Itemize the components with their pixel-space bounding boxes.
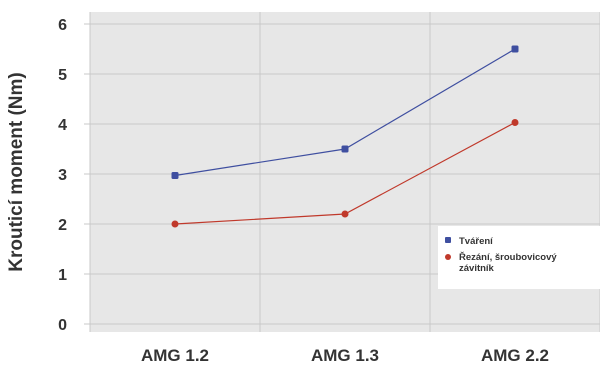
data-point (171, 172, 179, 179)
data-point (341, 145, 349, 153)
y-axis-label: Krouticí moment (Nm) (6, 72, 27, 272)
legend-box (438, 226, 600, 289)
y-tick-label: 5 (58, 67, 67, 84)
legend-label: Řezání, šroubovicový závitník (459, 251, 557, 274)
legend-marker (445, 254, 451, 260)
x-tick-label: AMG 1.3 (311, 346, 379, 365)
grid-lines (84, 12, 600, 332)
legend-label: Tváření (459, 236, 493, 247)
x-tick-label: AMG 2.2 (481, 346, 549, 365)
y-tick-label: 2 (58, 217, 67, 234)
y-tick-label: 1 (58, 267, 67, 284)
y-tick-label: 3 (58, 167, 67, 184)
data-point (511, 119, 519, 126)
x-tick-labels: AMG 1.2 AMG 1.3 AMG 2.2 (141, 346, 549, 365)
y-tick-label: 4 (58, 117, 67, 134)
legend-marker (445, 237, 451, 243)
y-tick-label: 0 (58, 317, 67, 334)
x-tick-label: AMG 1.2 (141, 346, 209, 365)
y-tick-labels: 0 1 2 3 4 5 6 (58, 17, 67, 334)
data-point (341, 210, 349, 218)
data-point (511, 45, 519, 53)
y-tick-label: 6 (58, 17, 67, 34)
data-point (171, 220, 179, 228)
legend: Tváření Řezání, šroubovicový závitník (438, 226, 600, 289)
series-layer (171, 45, 519, 228)
